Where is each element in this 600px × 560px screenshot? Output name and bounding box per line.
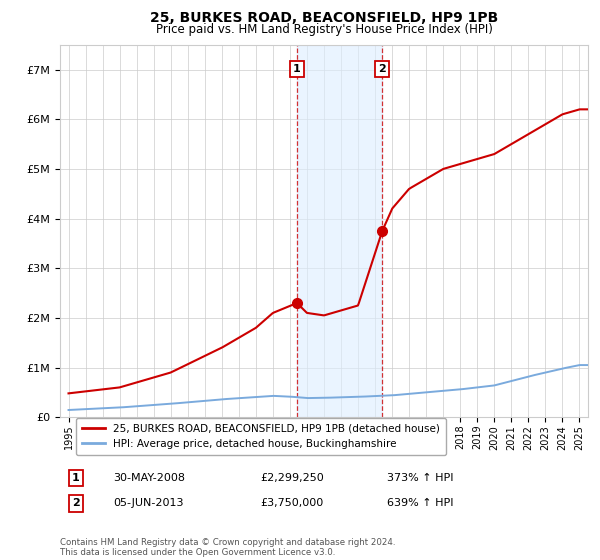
Text: 2: 2 bbox=[379, 64, 386, 74]
Text: £3,750,000: £3,750,000 bbox=[260, 498, 324, 508]
Text: 1: 1 bbox=[293, 64, 301, 74]
Text: Contains HM Land Registry data © Crown copyright and database right 2024.
This d: Contains HM Land Registry data © Crown c… bbox=[60, 538, 395, 557]
Text: £2,299,250: £2,299,250 bbox=[260, 473, 325, 483]
Text: 25, BURKES ROAD, BEACONSFIELD, HP9 1PB: 25, BURKES ROAD, BEACONSFIELD, HP9 1PB bbox=[150, 11, 498, 25]
Text: 30-MAY-2008: 30-MAY-2008 bbox=[113, 473, 185, 483]
Legend: 25, BURKES ROAD, BEACONSFIELD, HP9 1PB (detached house), HPI: Average price, det: 25, BURKES ROAD, BEACONSFIELD, HP9 1PB (… bbox=[76, 418, 446, 455]
Text: 2: 2 bbox=[72, 498, 80, 508]
Bar bbox=[297, 45, 382, 417]
Text: 373% ↑ HPI: 373% ↑ HPI bbox=[388, 473, 454, 483]
Text: Price paid vs. HM Land Registry's House Price Index (HPI): Price paid vs. HM Land Registry's House … bbox=[155, 24, 493, 36]
Text: 639% ↑ HPI: 639% ↑ HPI bbox=[388, 498, 454, 508]
Text: 05-JUN-2013: 05-JUN-2013 bbox=[113, 498, 184, 508]
Text: 1: 1 bbox=[72, 473, 80, 483]
